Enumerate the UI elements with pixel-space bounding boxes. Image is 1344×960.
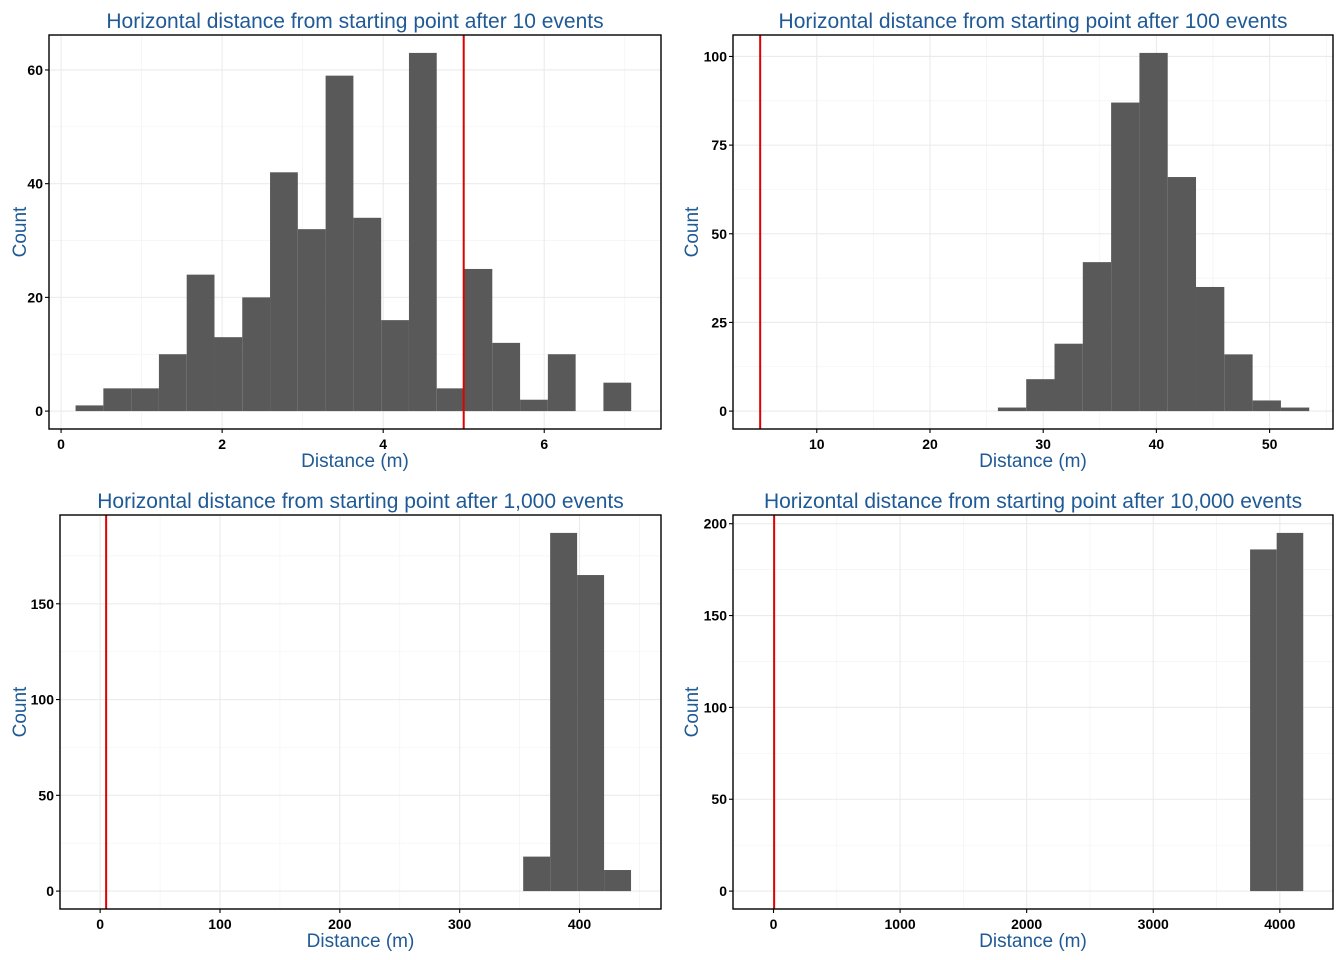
histogram-bar [523, 856, 551, 892]
histogram-bar [408, 52, 437, 412]
x-tick-label: 2000 [1011, 916, 1042, 932]
x-tick-label: 2 [218, 436, 226, 452]
y-axis-title: Count [10, 686, 31, 737]
histogram-bar [1280, 407, 1310, 412]
chart-title: Horizontal distance from starting point … [97, 490, 623, 513]
histogram-bar [1252, 400, 1281, 412]
histogram-bar [270, 172, 298, 412]
histogram-bar [1139, 52, 1168, 412]
y-tick-label: 50 [38, 787, 54, 803]
x-tick-label: 4 [379, 436, 387, 452]
x-tick-label: 50 [1262, 436, 1278, 452]
x-tick-label: 0 [96, 916, 104, 932]
y-tick-label: 0 [46, 883, 54, 899]
x-tick-label: 400 [568, 916, 592, 932]
y-tick-label: 50 [711, 791, 727, 807]
histogram-bar [214, 337, 243, 412]
histogram-bar [1054, 343, 1083, 412]
histogram-bar [1026, 379, 1055, 412]
y-tick-label: 20 [27, 289, 43, 305]
panel-border [732, 514, 1334, 910]
histogram-bar [492, 342, 521, 412]
chart-title: Horizontal distance from starting point … [779, 10, 1288, 33]
histogram-bar [603, 382, 632, 412]
y-tick-label: 60 [27, 62, 43, 78]
histogram-bar [242, 297, 271, 412]
histogram-bar [325, 75, 354, 412]
histogram-bar [1250, 549, 1277, 892]
x-tick-label: 0 [770, 916, 778, 932]
x-axis-title: Distance (m) [979, 931, 1087, 952]
x-tick-label: 1000 [885, 916, 916, 932]
panel-3: 0 100 200 300 400 0 50 100 150 Horizontal distanc… [10, 490, 662, 952]
histogram-bar [1082, 262, 1112, 412]
histogram-bar [436, 388, 465, 412]
y-tick-label: 0 [719, 883, 727, 899]
panel-2: 10 20 30 40 50 0 25 50 75 100 Horizontal distance … [682, 10, 1334, 472]
panel-4: 0 1000 2000 3000 4000 0 50 100 150 200 Horizontal … [682, 490, 1334, 952]
x-tick-label: 200 [328, 916, 352, 932]
histogram-bar [1196, 286, 1225, 412]
panel-border [732, 34, 1334, 430]
x-tick-label: 300 [448, 916, 472, 932]
x-tick-label: 40 [1149, 436, 1165, 452]
x-tick-label: 6 [540, 436, 548, 452]
chart-title: Horizontal distance from starting point … [106, 10, 603, 33]
histogram-bar [297, 229, 326, 412]
histogram-bar [186, 274, 215, 412]
histogram-bar [577, 575, 605, 892]
x-tick-label: 10 [809, 436, 825, 452]
y-axis-title: Count [682, 206, 703, 257]
histogram-bar [464, 268, 493, 412]
y-tick-label: 100 [704, 48, 728, 64]
panel-border [48, 34, 662, 430]
x-tick-label: 30 [1035, 436, 1051, 452]
y-tick-label: 150 [31, 596, 55, 612]
y-tick-label: 200 [704, 516, 728, 532]
x-axis-title: Distance (m) [307, 931, 415, 952]
histogram-bar [131, 388, 159, 412]
histogram-bar [1167, 177, 1197, 412]
x-tick-label: 3000 [1138, 916, 1169, 932]
x-axis-title: Distance (m) [979, 451, 1087, 472]
y-tick-label: 150 [704, 608, 728, 624]
panel-border [59, 514, 662, 910]
y-tick-label: 100 [31, 692, 55, 708]
histogram-bar [604, 870, 632, 892]
histogram-bar [997, 407, 1027, 412]
y-tick-label: 75 [711, 137, 727, 153]
y-tick-label: 40 [27, 176, 43, 192]
x-tick-label: 100 [208, 916, 232, 932]
x-axis-title: Distance (m) [301, 451, 409, 472]
histogram-bar [550, 532, 578, 892]
histogram-bar [520, 399, 548, 412]
histogram-bar [158, 354, 187, 412]
histogram-bar [75, 405, 104, 412]
y-axis-title: Count [10, 206, 31, 257]
histogram-bar [1224, 354, 1253, 412]
chart-title: Horizontal distance from starting point … [764, 490, 1302, 513]
y-tick-label: 50 [711, 226, 727, 242]
histogram-bar [547, 354, 576, 412]
histogram-bar [353, 217, 382, 412]
x-tick-label: 0 [57, 436, 65, 452]
x-tick-label: 4000 [1264, 916, 1295, 932]
histogram-bar [1111, 102, 1140, 412]
x-tick-label: 20 [922, 436, 938, 452]
histogram-bar [103, 388, 132, 412]
y-tick-label: 0 [719, 403, 727, 419]
y-tick-label: 25 [711, 314, 727, 330]
y-axis-title: Count [682, 686, 703, 737]
y-tick-label: 100 [704, 699, 728, 715]
histogram-bar [381, 320, 409, 412]
y-tick-label: 0 [35, 403, 43, 419]
histogram-bar [1276, 532, 1304, 892]
